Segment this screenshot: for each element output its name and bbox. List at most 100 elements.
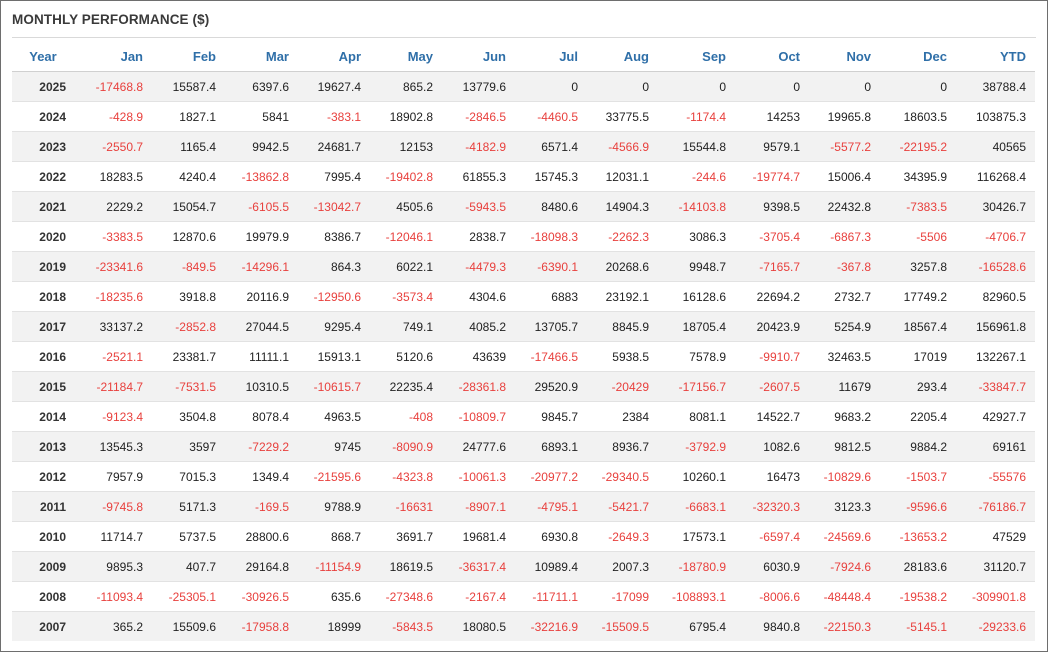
column-header-jan[interactable]: Jan xyxy=(74,41,152,72)
month-cell: 61855.3 xyxy=(442,161,515,192)
month-cell: 17573.1 xyxy=(658,521,735,552)
month-cell: -17466.5 xyxy=(515,341,587,372)
month-cell: -25305.1 xyxy=(152,581,225,612)
month-cell: -9123.4 xyxy=(74,401,152,432)
month-cell: -10829.6 xyxy=(809,461,880,492)
ytd-cell: 38788.4 xyxy=(956,71,1035,102)
month-cell: -1174.4 xyxy=(658,101,735,132)
column-header-nov[interactable]: Nov xyxy=(809,41,880,72)
panel-title: MONTHLY PERFORMANCE ($) xyxy=(12,12,210,27)
month-cell: 15054.7 xyxy=(152,191,225,222)
month-cell: 4963.5 xyxy=(298,401,370,432)
month-cell: 18567.4 xyxy=(880,311,956,342)
month-cell: 18080.5 xyxy=(442,611,515,641)
month-cell: -6597.4 xyxy=(735,521,809,552)
year-cell: 2017 xyxy=(12,311,74,342)
month-cell: 9745 xyxy=(298,431,370,462)
ytd-cell: 116268.4 xyxy=(956,161,1035,192)
year-cell: 2008 xyxy=(12,581,74,612)
ytd-cell: -55576 xyxy=(956,461,1035,492)
column-header-may[interactable]: May xyxy=(370,41,442,72)
month-cell: 9683.2 xyxy=(809,401,880,432)
column-header-ytd[interactable]: YTD xyxy=(956,41,1035,72)
ytd-cell: 156961.8 xyxy=(956,311,1035,342)
month-cell: 6030.9 xyxy=(735,551,809,582)
month-cell: -244.6 xyxy=(658,161,735,192)
month-cell: -2167.4 xyxy=(442,581,515,612)
month-cell: -6867.3 xyxy=(809,221,880,252)
month-cell: 6795.4 xyxy=(658,611,735,641)
month-cell: 0 xyxy=(587,71,658,102)
month-cell: -22195.2 xyxy=(880,131,956,162)
column-header-feb[interactable]: Feb xyxy=(152,41,225,72)
month-cell: 5254.9 xyxy=(809,311,880,342)
column-header-apr[interactable]: Apr xyxy=(298,41,370,72)
year-cell: 2025 xyxy=(12,71,74,102)
column-header-dec[interactable]: Dec xyxy=(880,41,956,72)
month-cell: 0 xyxy=(735,71,809,102)
month-cell: -23341.6 xyxy=(74,251,152,282)
month-cell: 9845.7 xyxy=(515,401,587,432)
month-cell: 18999 xyxy=(298,611,370,641)
month-cell: 7995.4 xyxy=(298,161,370,192)
month-cell: 9948.7 xyxy=(658,251,735,282)
month-cell: 868.7 xyxy=(298,521,370,552)
month-cell: 29520.9 xyxy=(515,371,587,402)
column-header-jun[interactable]: Jun xyxy=(442,41,515,72)
month-cell: 19979.9 xyxy=(225,221,298,252)
month-cell: 5938.5 xyxy=(587,341,658,372)
month-cell: 864.3 xyxy=(298,251,370,282)
month-cell: -17099 xyxy=(587,581,658,612)
column-header-mar[interactable]: Mar xyxy=(225,41,298,72)
month-cell: -48448.4 xyxy=(809,581,880,612)
month-cell: 2007.3 xyxy=(587,551,658,582)
month-cell: 10260.1 xyxy=(658,461,735,492)
ytd-cell: 31120.7 xyxy=(956,551,1035,582)
year-cell: 2018 xyxy=(12,281,74,312)
month-cell: 9840.8 xyxy=(735,611,809,641)
month-cell: 12870.6 xyxy=(152,221,225,252)
month-cell: 17749.2 xyxy=(880,281,956,312)
month-cell: 15544.8 xyxy=(658,131,735,162)
column-header-oct[interactable]: Oct xyxy=(735,41,809,72)
month-cell: -14103.8 xyxy=(658,191,735,222)
month-cell: 9579.1 xyxy=(735,131,809,162)
month-cell: -4182.9 xyxy=(442,131,515,162)
column-header-year[interactable]: Year xyxy=(12,41,74,72)
month-cell: 8081.1 xyxy=(658,401,735,432)
month-cell: 22694.2 xyxy=(735,281,809,312)
month-cell: -9745.8 xyxy=(74,491,152,522)
month-cell: -3383.5 xyxy=(74,221,152,252)
column-header-sep[interactable]: Sep xyxy=(658,41,735,72)
month-cell: 22235.4 xyxy=(370,371,442,402)
month-cell: 33137.2 xyxy=(74,311,152,342)
month-cell: 8386.7 xyxy=(298,221,370,252)
month-cell: 9942.5 xyxy=(225,131,298,162)
month-cell: 33775.5 xyxy=(587,101,658,132)
month-cell: -5577.2 xyxy=(809,131,880,162)
month-cell: -428.9 xyxy=(74,101,152,132)
year-cell: 2012 xyxy=(12,461,74,492)
month-cell: 10310.5 xyxy=(225,371,298,402)
month-cell: 15913.1 xyxy=(298,341,370,372)
table-row: 2018 -18235.6 3918.8 20116.9 -12950.6 -3573.4… xyxy=(12,281,1035,312)
month-cell: -5506 xyxy=(880,221,956,252)
month-cell: 2384 xyxy=(587,401,658,432)
table-row: 2021 2229.2 15054.7 -6105.5 -13042.7 4505.6 -5… xyxy=(12,191,1035,222)
month-cell: -1503.7 xyxy=(880,461,956,492)
month-cell: -24569.6 xyxy=(809,521,880,552)
ytd-cell: 69161 xyxy=(956,431,1035,462)
year-cell: 2024 xyxy=(12,101,74,132)
month-cell: -28361.8 xyxy=(442,371,515,402)
table-header-row: Year Jan Feb Mar Apr May Jun Jul Aug Sep Oct Nov Dec… xyxy=(12,41,1035,72)
title-divider xyxy=(12,37,1036,38)
year-cell: 2020 xyxy=(12,221,74,252)
month-cell: 29164.8 xyxy=(225,551,298,582)
month-cell: 22432.8 xyxy=(809,191,880,222)
month-cell: 2732.7 xyxy=(809,281,880,312)
month-cell: 3504.8 xyxy=(152,401,225,432)
column-header-aug[interactable]: Aug xyxy=(587,41,658,72)
column-header-jul[interactable]: Jul xyxy=(515,41,587,72)
month-cell: 32463.5 xyxy=(809,341,880,372)
ytd-cell: -16528.6 xyxy=(956,251,1035,282)
